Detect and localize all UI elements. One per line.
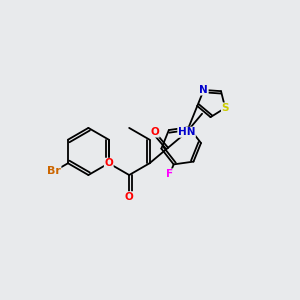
Text: O: O bbox=[104, 158, 113, 168]
Text: HN: HN bbox=[178, 127, 195, 137]
Text: O: O bbox=[151, 127, 159, 137]
Text: N: N bbox=[200, 85, 208, 95]
Text: Br: Br bbox=[47, 166, 61, 176]
Text: S: S bbox=[221, 103, 229, 113]
Text: F: F bbox=[166, 169, 173, 179]
Text: O: O bbox=[125, 192, 134, 202]
